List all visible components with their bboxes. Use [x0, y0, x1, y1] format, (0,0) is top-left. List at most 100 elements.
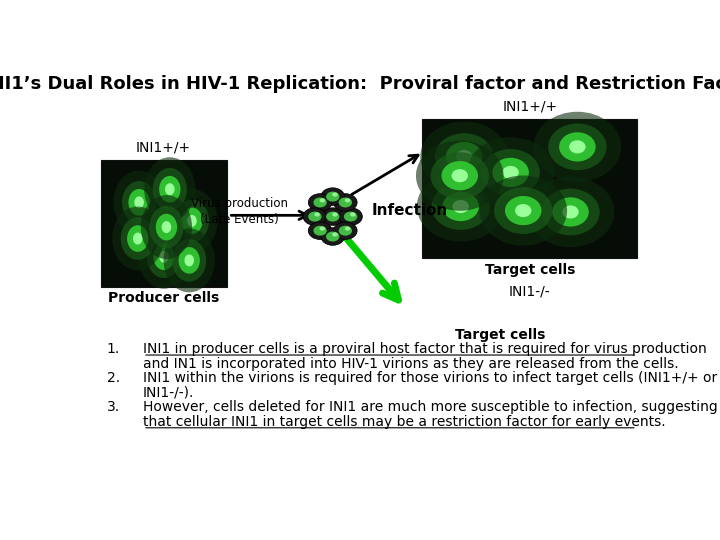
Ellipse shape: [147, 235, 181, 278]
Ellipse shape: [135, 197, 144, 208]
Ellipse shape: [452, 200, 469, 213]
Ellipse shape: [127, 225, 148, 252]
Ellipse shape: [133, 233, 143, 245]
Text: However, cells deleted for INI1 are much more susceptible to infection, suggesti: However, cells deleted for INI1 are much…: [143, 400, 718, 414]
Text: INI1+/+: INI1+/+: [502, 100, 557, 114]
Ellipse shape: [159, 176, 181, 202]
Ellipse shape: [166, 189, 217, 253]
Ellipse shape: [541, 188, 600, 235]
Circle shape: [326, 232, 339, 241]
Ellipse shape: [456, 150, 472, 163]
Circle shape: [320, 198, 325, 202]
Ellipse shape: [480, 176, 567, 246]
Circle shape: [333, 222, 357, 239]
Circle shape: [313, 226, 327, 235]
Ellipse shape: [181, 207, 202, 234]
Ellipse shape: [121, 217, 155, 260]
Circle shape: [344, 212, 357, 221]
Ellipse shape: [159, 251, 168, 263]
Ellipse shape: [187, 215, 197, 227]
Ellipse shape: [141, 195, 192, 259]
Circle shape: [333, 194, 357, 211]
Ellipse shape: [446, 142, 482, 171]
Ellipse shape: [451, 169, 468, 183]
Circle shape: [320, 226, 325, 231]
Circle shape: [308, 222, 332, 239]
Ellipse shape: [122, 181, 156, 224]
Text: that cellular INI1 in target cells may be a restriction factor for early events.: that cellular INI1 in target cells may b…: [143, 415, 665, 429]
Bar: [101, 160, 227, 287]
Ellipse shape: [184, 254, 194, 266]
Ellipse shape: [515, 204, 531, 217]
Text: INI1’s Dual Roles in HIV-1 Replication:  Proviral factor and Restriction Factor: INI1’s Dual Roles in HIV-1 Replication: …: [0, 75, 720, 93]
Ellipse shape: [417, 171, 505, 241]
Text: Target cells: Target cells: [485, 263, 575, 277]
Ellipse shape: [163, 228, 215, 292]
Circle shape: [338, 226, 352, 235]
Text: 2.: 2.: [107, 371, 120, 385]
Circle shape: [339, 208, 362, 225]
Ellipse shape: [442, 192, 479, 221]
Ellipse shape: [548, 124, 606, 170]
Text: Target cells: Target cells: [455, 328, 545, 342]
Ellipse shape: [494, 187, 552, 234]
Ellipse shape: [161, 221, 171, 233]
Ellipse shape: [156, 214, 177, 240]
Ellipse shape: [559, 132, 595, 161]
Circle shape: [345, 226, 351, 231]
Ellipse shape: [482, 149, 540, 196]
Circle shape: [326, 212, 339, 221]
Ellipse shape: [534, 112, 621, 182]
Circle shape: [315, 212, 320, 217]
Circle shape: [332, 192, 338, 197]
Ellipse shape: [441, 161, 478, 190]
Circle shape: [338, 198, 352, 207]
Ellipse shape: [112, 207, 163, 271]
Ellipse shape: [431, 183, 490, 230]
Circle shape: [321, 188, 344, 205]
Circle shape: [345, 198, 351, 202]
Text: Producer cells: Producer cells: [108, 292, 220, 306]
Ellipse shape: [431, 152, 489, 199]
Circle shape: [350, 212, 356, 217]
Ellipse shape: [144, 157, 195, 221]
Text: INI1+/+: INI1+/+: [136, 140, 192, 154]
Circle shape: [332, 212, 338, 217]
Ellipse shape: [138, 225, 189, 289]
Text: Infection: Infection: [372, 203, 448, 218]
Circle shape: [313, 198, 327, 207]
Ellipse shape: [175, 200, 209, 242]
Ellipse shape: [153, 244, 175, 270]
Ellipse shape: [562, 205, 579, 219]
Ellipse shape: [179, 247, 200, 274]
Ellipse shape: [467, 137, 554, 207]
Ellipse shape: [114, 170, 165, 234]
Circle shape: [321, 228, 344, 245]
Circle shape: [308, 212, 322, 221]
Ellipse shape: [569, 140, 585, 153]
Text: INI1-/-: INI1-/-: [509, 285, 551, 298]
Ellipse shape: [128, 189, 150, 215]
Ellipse shape: [420, 122, 508, 192]
Text: INI1 within the virions is required for those virions to infect target cells (IN: INI1 within the virions is required for …: [143, 371, 717, 385]
Ellipse shape: [526, 177, 614, 247]
Text: Virus production
(Late Events): Virus production (Late Events): [191, 197, 288, 226]
Ellipse shape: [149, 206, 184, 248]
Ellipse shape: [153, 168, 187, 211]
Bar: [422, 119, 637, 258]
Text: 1.: 1.: [107, 342, 120, 356]
Ellipse shape: [435, 133, 493, 180]
Ellipse shape: [416, 140, 503, 211]
Circle shape: [303, 208, 327, 225]
Ellipse shape: [492, 158, 529, 187]
Text: INI1-/-).: INI1-/-).: [143, 386, 194, 400]
Text: 3.: 3.: [107, 400, 120, 414]
Circle shape: [308, 194, 332, 211]
Ellipse shape: [505, 196, 541, 225]
Ellipse shape: [172, 239, 206, 282]
Circle shape: [332, 232, 338, 237]
Circle shape: [326, 192, 339, 201]
Ellipse shape: [552, 197, 589, 227]
Text: and IN1 is incorporated into HIV-1 virions as they are released from the cells.: and IN1 is incorporated into HIV-1 virio…: [143, 357, 679, 370]
Circle shape: [321, 208, 344, 225]
